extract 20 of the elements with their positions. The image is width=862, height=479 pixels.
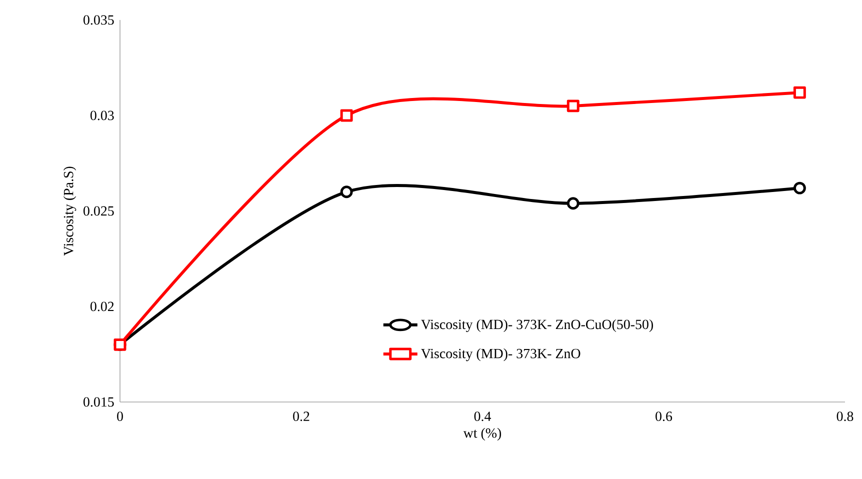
point <box>566 100 580 112</box>
y-tick-label: 0.03 <box>90 110 114 120</box>
y-tick-label: 0.025 <box>84 206 114 216</box>
y-tick-label: 0.02 <box>90 302 114 312</box>
legend-label: Viscosity (MD)- 373K- ZnO <box>421 348 580 362</box>
x-tick-label: 0.6 <box>656 412 672 422</box>
y-axis-title: Viscosity (Pa.S) <box>63 166 76 256</box>
point <box>340 186 353 198</box>
y-tick-label: 0.015 <box>84 397 114 407</box>
x-tick-label: 0 <box>117 412 123 422</box>
legend-label: Viscosity (MD)- 373K- ZnO-CuO(50-50) <box>421 319 653 332</box>
point <box>793 86 806 99</box>
x-axis-title: wt (%) <box>463 428 502 441</box>
point <box>566 197 580 210</box>
x-tick-label: 0.2 <box>293 412 310 422</box>
y-tick-label: 0.035 <box>84 15 114 25</box>
x-tick-label: 0.4 <box>474 412 492 422</box>
point <box>793 182 806 194</box>
x-tick-label: 0.8 <box>836 412 854 422</box>
point <box>340 109 353 122</box>
